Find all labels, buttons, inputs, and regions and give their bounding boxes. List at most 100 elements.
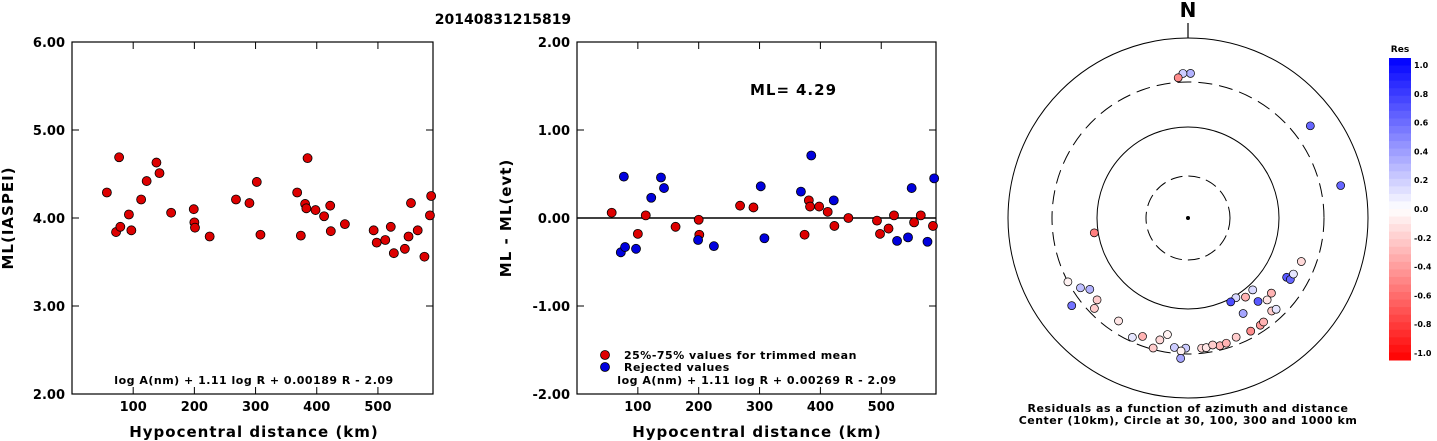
figure-title: 20140831215819 <box>435 12 571 28</box>
colorbar-cell <box>1389 322 1411 331</box>
colorbar-cell <box>1389 118 1411 127</box>
rejected-point <box>892 235 902 246</box>
colorbar-tick-label: -0.2 <box>1414 234 1432 243</box>
left-xtick-label: 300 <box>242 400 269 415</box>
rejected-point <box>903 232 913 243</box>
colorbar-cell <box>1389 307 1411 316</box>
polar-point <box>1163 330 1172 339</box>
trimmed-point <box>872 215 882 226</box>
colorbar-cell <box>1389 58 1411 67</box>
trimmed-point <box>915 210 926 221</box>
ml-point <box>419 251 430 262</box>
right-formula: log A(nm) + 1.11 log R + 0.00269 R - 2.0… <box>617 374 896 387</box>
ml-point <box>406 198 416 208</box>
ml-label: ML= <box>750 81 790 99</box>
polar-points <box>1063 69 1346 363</box>
ml-point <box>188 204 199 215</box>
colorbar-cell <box>1389 95 1411 104</box>
left-xtick-label: 100 <box>120 400 147 415</box>
rejected-point <box>806 150 817 161</box>
right-xtick-label: 400 <box>807 400 834 415</box>
ml-point <box>301 203 312 214</box>
colorbar-cell <box>1389 284 1411 293</box>
ml-point <box>403 231 414 242</box>
colorbar-cells <box>1389 58 1411 361</box>
polar-panel: N Residuals as a function of azimuth and… <box>1007 0 1369 427</box>
ring-300km <box>1051 81 1325 355</box>
colorbar-cell <box>1389 224 1411 233</box>
polar-point <box>1076 283 1085 293</box>
colorbar-title: Res <box>1391 45 1409 55</box>
ml-point <box>151 157 162 168</box>
legend-marker-rejected <box>600 362 610 372</box>
ring-30km <box>1145 175 1231 261</box>
colorbar-cell <box>1389 239 1411 248</box>
colorbar-cell <box>1389 178 1411 187</box>
ml-point <box>388 248 399 259</box>
colorbar-cell <box>1389 344 1411 353</box>
colorbar-cell <box>1389 246 1411 255</box>
left-ytick-label: 5.00 <box>33 124 65 139</box>
polar-point <box>1063 277 1073 287</box>
trimmed-point <box>843 213 854 223</box>
rejected-point <box>656 172 666 183</box>
ml-point <box>292 187 303 198</box>
trimmed-point <box>670 221 681 232</box>
polar-point <box>1259 317 1268 327</box>
ml-point <box>244 198 255 208</box>
right-xlabel: Hypocentral distance (km) <box>632 423 882 441</box>
polar-point <box>1336 181 1346 190</box>
ml-point <box>371 237 382 248</box>
polar-point <box>1114 316 1123 326</box>
trimmed-point <box>909 217 919 228</box>
ring-100km <box>1096 126 1280 310</box>
trimmed-point <box>693 214 704 225</box>
ml-point <box>255 229 266 240</box>
colorbar-cell <box>1389 156 1411 165</box>
polar-point <box>1296 257 1306 266</box>
right-ytick-label: -1.00 <box>533 300 570 315</box>
rejected-point <box>709 241 719 252</box>
rejected-point <box>759 233 770 244</box>
ml-point <box>204 231 215 242</box>
polar-point <box>1221 338 1231 348</box>
colorbar-cell <box>1389 254 1411 263</box>
colorbar-cell <box>1389 133 1411 142</box>
right-ticks: 100 200 300 400 500 -2.00 -1.00 0.00 1.00 2.00 <box>533 36 936 415</box>
right-xtick-label: 200 <box>685 400 712 415</box>
polar-point <box>1089 228 1099 238</box>
colorbar-cell <box>1389 276 1411 285</box>
ml-point <box>190 222 200 233</box>
colorbar-cell <box>1389 73 1411 82</box>
residual-colorbar: Res 1.0 0.8 0.6 0.4 0.2 0.0 -0.2 -0.4 -0.6 -0.8 -1… <box>1389 45 1432 361</box>
colorbar-cell <box>1389 125 1411 134</box>
trimmed-point <box>748 202 759 213</box>
polar-point <box>1231 332 1241 342</box>
rejected-point <box>828 195 839 206</box>
trimmed-point <box>735 200 745 211</box>
polar-point <box>1067 301 1077 310</box>
colorbar-cell <box>1389 65 1411 74</box>
ml-point <box>231 194 241 205</box>
right-residual-panel: 100 200 300 400 500 -2.00 -1.00 0.00 1.00 2.00 ML… <box>497 36 940 441</box>
trimmed-point <box>822 206 833 217</box>
polar-point <box>1262 295 1272 305</box>
colorbar-cell <box>1389 88 1411 97</box>
left-xtick-label: 500 <box>364 400 391 415</box>
colorbar-tick-label: 0.8 <box>1414 90 1429 99</box>
right-xtick-label: 100 <box>624 400 651 415</box>
polar-point <box>1170 343 1179 352</box>
polar-point <box>1085 285 1095 294</box>
polar-point <box>1155 335 1165 345</box>
ml-point <box>368 225 379 236</box>
ml-point <box>124 209 134 220</box>
colorbar-ticks: 1.0 0.8 0.6 0.4 0.2 0.0 -0.2 -0.4 -0.6 -0.8 -1.0 <box>1414 61 1432 358</box>
colorbar-cell <box>1389 148 1411 157</box>
ml-point <box>141 176 152 186</box>
polar-point <box>1173 73 1183 83</box>
legend-label-trimmed: 25%-75% values for trimmed mean <box>624 349 857 362</box>
left-ylabel: ML(IASPEI) <box>0 166 17 269</box>
colorbar-tick-label: -1.0 <box>1414 349 1432 358</box>
ml-point <box>426 191 437 201</box>
